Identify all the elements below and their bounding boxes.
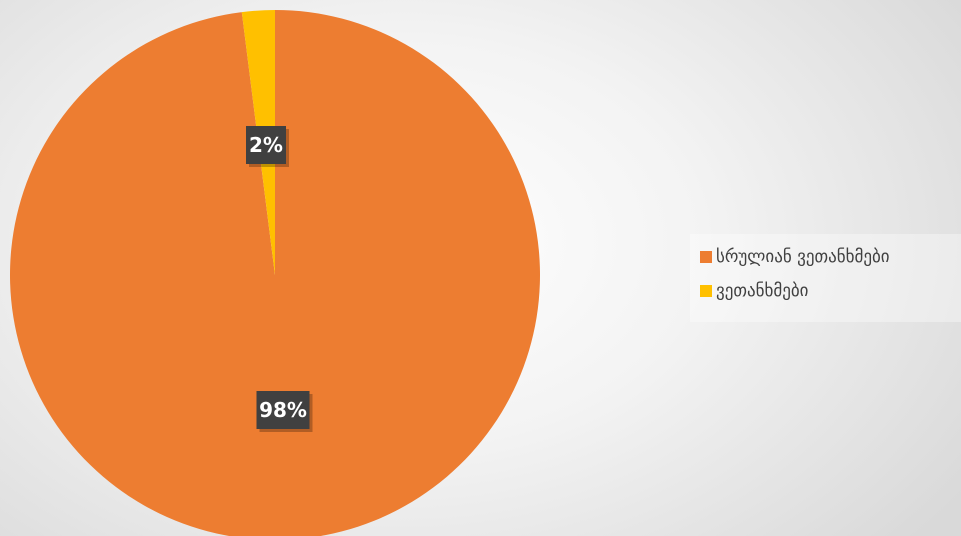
pie-slice-fully-agree [10,10,540,536]
data-label-fully-agree: 98% [256,391,313,432]
data-label-agree: 2% [246,126,289,167]
legend-item-fully-agree: სრულიან ვეთანხმები [690,244,961,270]
legend: სრულიან ვეთანხმები ვეთანხმები [690,234,961,322]
legend-swatch-agree [700,285,712,297]
svg-text:2%: 2% [249,133,283,157]
legend-label-fully-agree: სრულიან ვეთანხმები [716,247,890,267]
legend-label-agree: ვეთანხმები [716,281,809,301]
legend-item-agree: ვეთანხმები [690,278,961,304]
svg-text:98%: 98% [259,398,307,422]
legend-swatch-fully-agree [700,251,712,263]
